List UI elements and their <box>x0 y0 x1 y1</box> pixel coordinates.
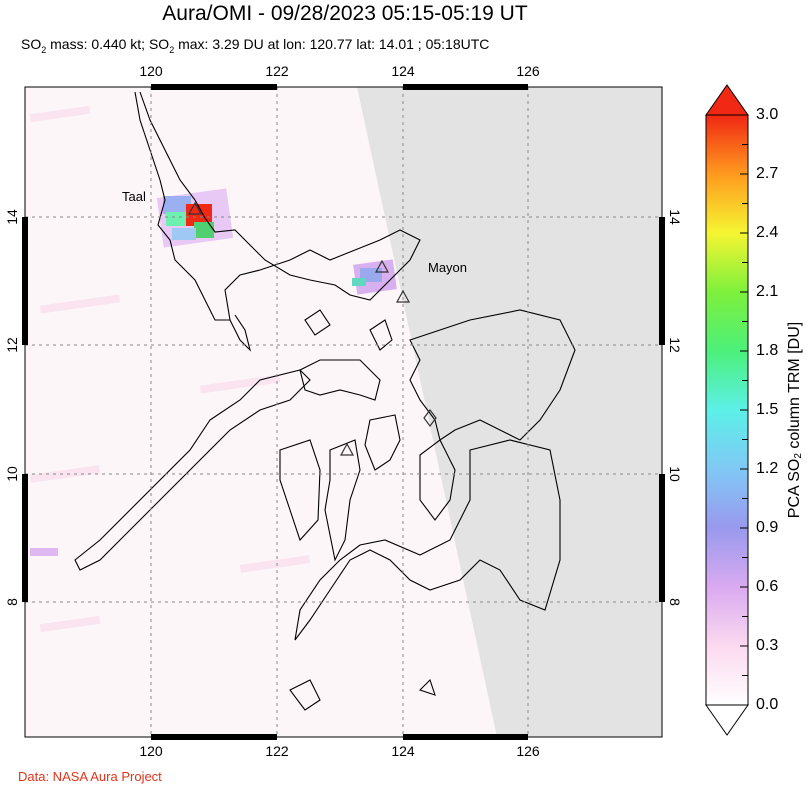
colorbar-title: PCA SO2 column TRM [DU] <box>786 322 807 518</box>
volcano-markers <box>187 201 437 456</box>
lon-label-top: 120 <box>139 63 163 79</box>
lon-label-bottom: 126 <box>516 743 540 759</box>
lon-label-top: 122 <box>265 63 289 79</box>
volcano-icon <box>423 409 437 427</box>
subtitle: SO2 mass: 0.440 kt; SO2 max: 3.29 DU at … <box>21 36 489 55</box>
colorbar-tick-label: 1.2 <box>756 460 779 477</box>
so2-subscript: 2 <box>169 44 175 55</box>
mayon-volcano-icon <box>374 259 390 273</box>
lon-label-bottom: 122 <box>265 743 289 759</box>
volcano-icon <box>339 442 355 456</box>
lon-label-bottom: 124 <box>391 743 415 759</box>
colorbar-tick-label: 2.7 <box>756 165 779 182</box>
no-data-swath <box>357 87 662 737</box>
colorbar-tick-label: 0.9 <box>756 519 779 536</box>
mayon-so2-plume <box>352 259 397 295</box>
lat-label-right: 10 <box>667 466 683 482</box>
colorbar-tick-label: 0.3 <box>756 637 779 654</box>
colorbar-tick-label: 1.8 <box>756 342 779 359</box>
colorbar-title-prefix: PCA SO <box>786 458 803 519</box>
colorbar-tick-label: 2.1 <box>756 283 779 300</box>
mass-text: mass: 0.440 kt; <box>46 36 149 52</box>
lat-label-right: 8 <box>667 598 683 606</box>
max-text: max: 3.29 DU at lon: 120.77 lat: 14.01 ;… <box>174 36 490 52</box>
lat-label-right: 12 <box>667 337 683 353</box>
coastlines <box>74 91 576 711</box>
lat-label-right: 14 <box>667 209 683 225</box>
lon-label-top: 124 <box>391 63 415 79</box>
lat-label-left: 12 <box>4 337 20 353</box>
map-frame <box>24 86 663 738</box>
colorbar-ticks <box>740 114 748 706</box>
volcano-icon <box>395 289 411 303</box>
taal-so2-plume <box>156 188 234 248</box>
taal-volcano-icon <box>187 201 203 215</box>
colorbar-title-subscript: 2 <box>793 453 805 459</box>
map-area <box>25 87 662 737</box>
so2-subscript: 2 <box>41 44 47 55</box>
lat-label-left: 8 <box>4 598 20 606</box>
colorbar-max-arrow <box>705 84 749 116</box>
colorbar-min-arrow <box>705 704 749 736</box>
colorbar-tick-label: 1.5 <box>756 401 779 418</box>
colorbar-tick-label: 3.0 <box>756 106 779 123</box>
graticule <box>25 87 662 737</box>
label-mayon: Mayon <box>428 260 467 275</box>
colorbar-title-suffix: column TRM [DU] <box>786 321 803 454</box>
lat-label-left: 10 <box>4 466 20 482</box>
frame-ticks <box>22 84 665 740</box>
page-title: Aura/OMI - 09/28/2023 05:15-05:19 UT <box>162 2 528 25</box>
lon-label-top: 126 <box>516 63 540 79</box>
colorbar-tick-label: 2.4 <box>756 224 779 241</box>
data-credit: Data: NASA Aura Project <box>18 769 162 784</box>
so2-noise <box>29 105 311 633</box>
so2-label: SO <box>21 36 42 52</box>
colorbar-tick-label: 0.6 <box>756 578 779 595</box>
lat-label-left: 14 <box>4 209 20 225</box>
colorbar-tick-label: 0.0 <box>756 696 779 713</box>
lon-label-bottom: 120 <box>139 743 163 759</box>
so2-label: SO <box>148 36 170 52</box>
label-taal: Taal <box>122 189 146 204</box>
